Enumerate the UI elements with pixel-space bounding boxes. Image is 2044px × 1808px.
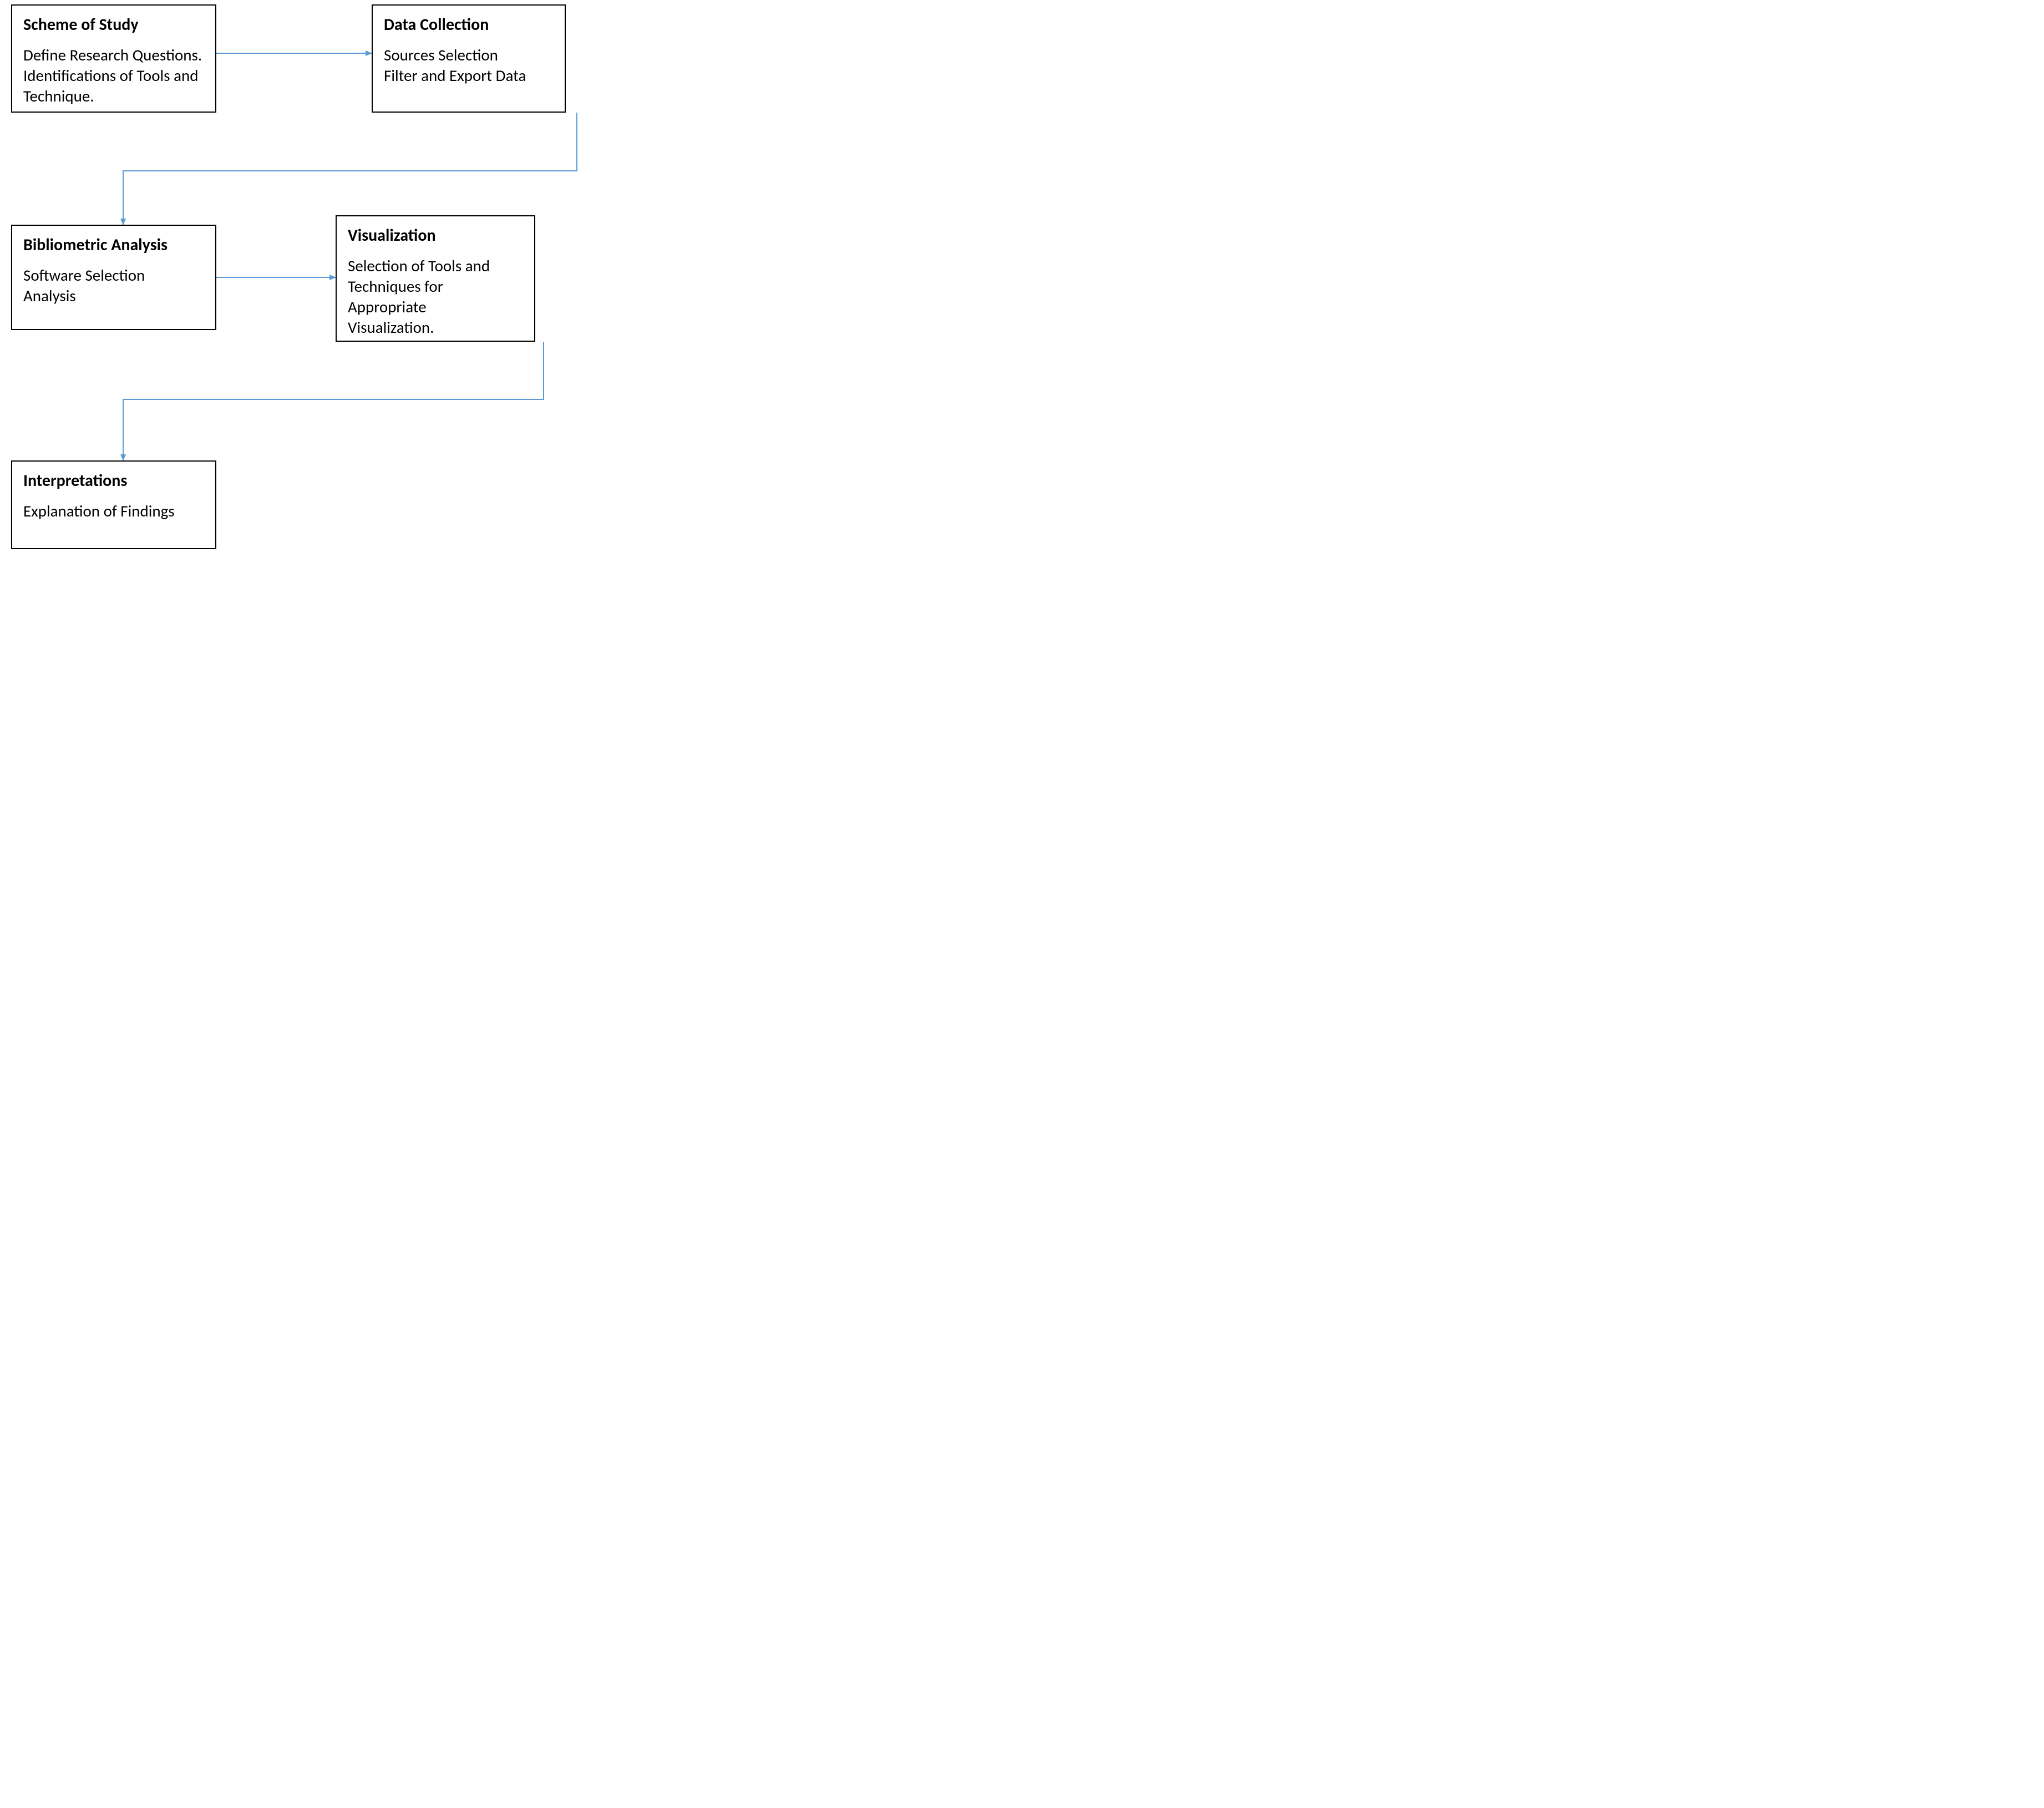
node-title: Bibliometric Analysis [23, 236, 204, 255]
node-body: Explanation of Findings [23, 501, 204, 521]
edge-data-to-biblio [123, 113, 577, 225]
node-body: Sources Selection Filter and Export Data [384, 45, 554, 86]
node-scheme-of-study: Scheme of Study Define Research Question… [11, 4, 216, 113]
edge-viz-to-interp [123, 342, 544, 460]
node-body: Selection of Tools and Techniques for Ap… [348, 256, 523, 338]
node-visualization: Visualization Selection of Tools and Tec… [336, 215, 535, 342]
flowchart-canvas: Scheme of Study Define Research Question… [0, 0, 649, 574]
node-title: Scheme of Study [23, 16, 204, 35]
node-title: Interpretations [23, 472, 204, 491]
node-title: Data Collection [384, 16, 554, 35]
node-interpretations: Interpretations Explanation of Findings [11, 460, 216, 549]
node-bibliometric-analysis: Bibliometric Analysis Software Selection… [11, 225, 216, 330]
node-data-collection: Data Collection Sources Selection Filter… [372, 4, 566, 113]
node-title: Visualization [348, 226, 523, 246]
node-body: Software Selection Analysis [23, 265, 204, 306]
node-body: Define Research Questions. Identificatio… [23, 45, 204, 107]
